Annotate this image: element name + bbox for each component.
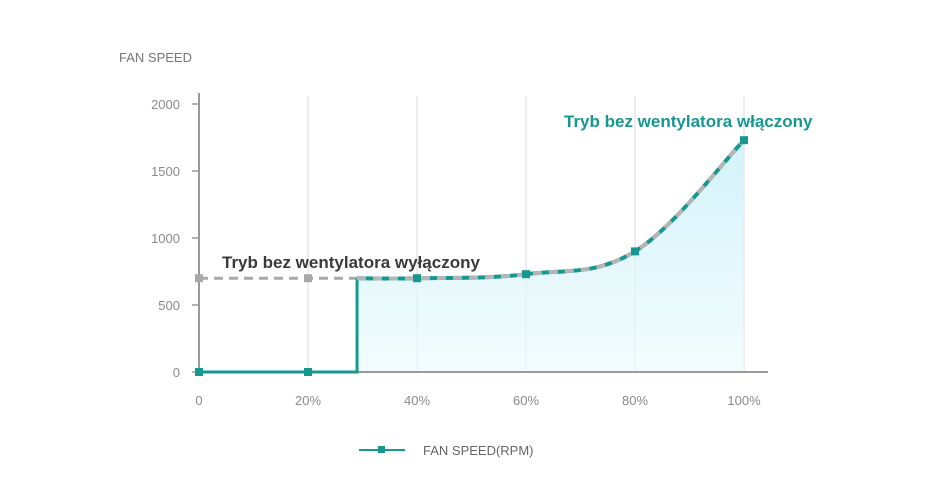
reference-marker-1 — [304, 274, 312, 283]
series-marker-0 — [195, 368, 203, 376]
series-step-line — [199, 278, 359, 374]
y-axis-title: FAN SPEED — [119, 50, 192, 65]
area-under-curve — [357, 140, 744, 372]
y-tick-label-4: 2000 — [151, 97, 180, 112]
reference-marker-0 — [195, 274, 203, 283]
x-tick-label-2: 40% — [404, 393, 430, 408]
series-curve-dashes — [357, 138, 746, 281]
series-marker-3 — [522, 270, 530, 279]
annotation-fanless-off: Tryb bez wentylatora wyłączony — [222, 253, 480, 272]
series-marker-5 — [740, 136, 748, 145]
series-marker-1 — [304, 368, 312, 376]
series-marker-2 — [413, 274, 421, 283]
legend-label: FAN SPEED(RPM) — [423, 443, 534, 458]
x-tick-label-5: 100% — [727, 393, 761, 408]
series-markers — [195, 136, 748, 376]
tick-labels: 0 500 1000 1500 2000 0 20% 40% 60% 80% 100% — [151, 97, 761, 408]
series-line — [199, 138, 746, 374]
y-tick-label-3: 1500 — [151, 164, 180, 179]
y-tick-label-1: 500 — [158, 298, 180, 313]
y-tick-label-2: 1000 — [151, 231, 180, 246]
annotation-fanless-on: Tryb bez wentylatora włączony — [564, 112, 813, 131]
x-tick-label-1: 20% — [295, 393, 321, 408]
x-tick-label-4: 80% — [622, 393, 648, 408]
legend-marker-swatch — [378, 446, 385, 453]
y-tick-label-0: 0 — [173, 365, 180, 380]
series-marker-4 — [631, 247, 639, 256]
legend: FAN SPEED(RPM) — [359, 443, 534, 458]
area-fill — [357, 140, 744, 372]
x-tick-label-3: 60% — [513, 393, 539, 408]
x-tick-label-0: 0 — [195, 393, 202, 408]
